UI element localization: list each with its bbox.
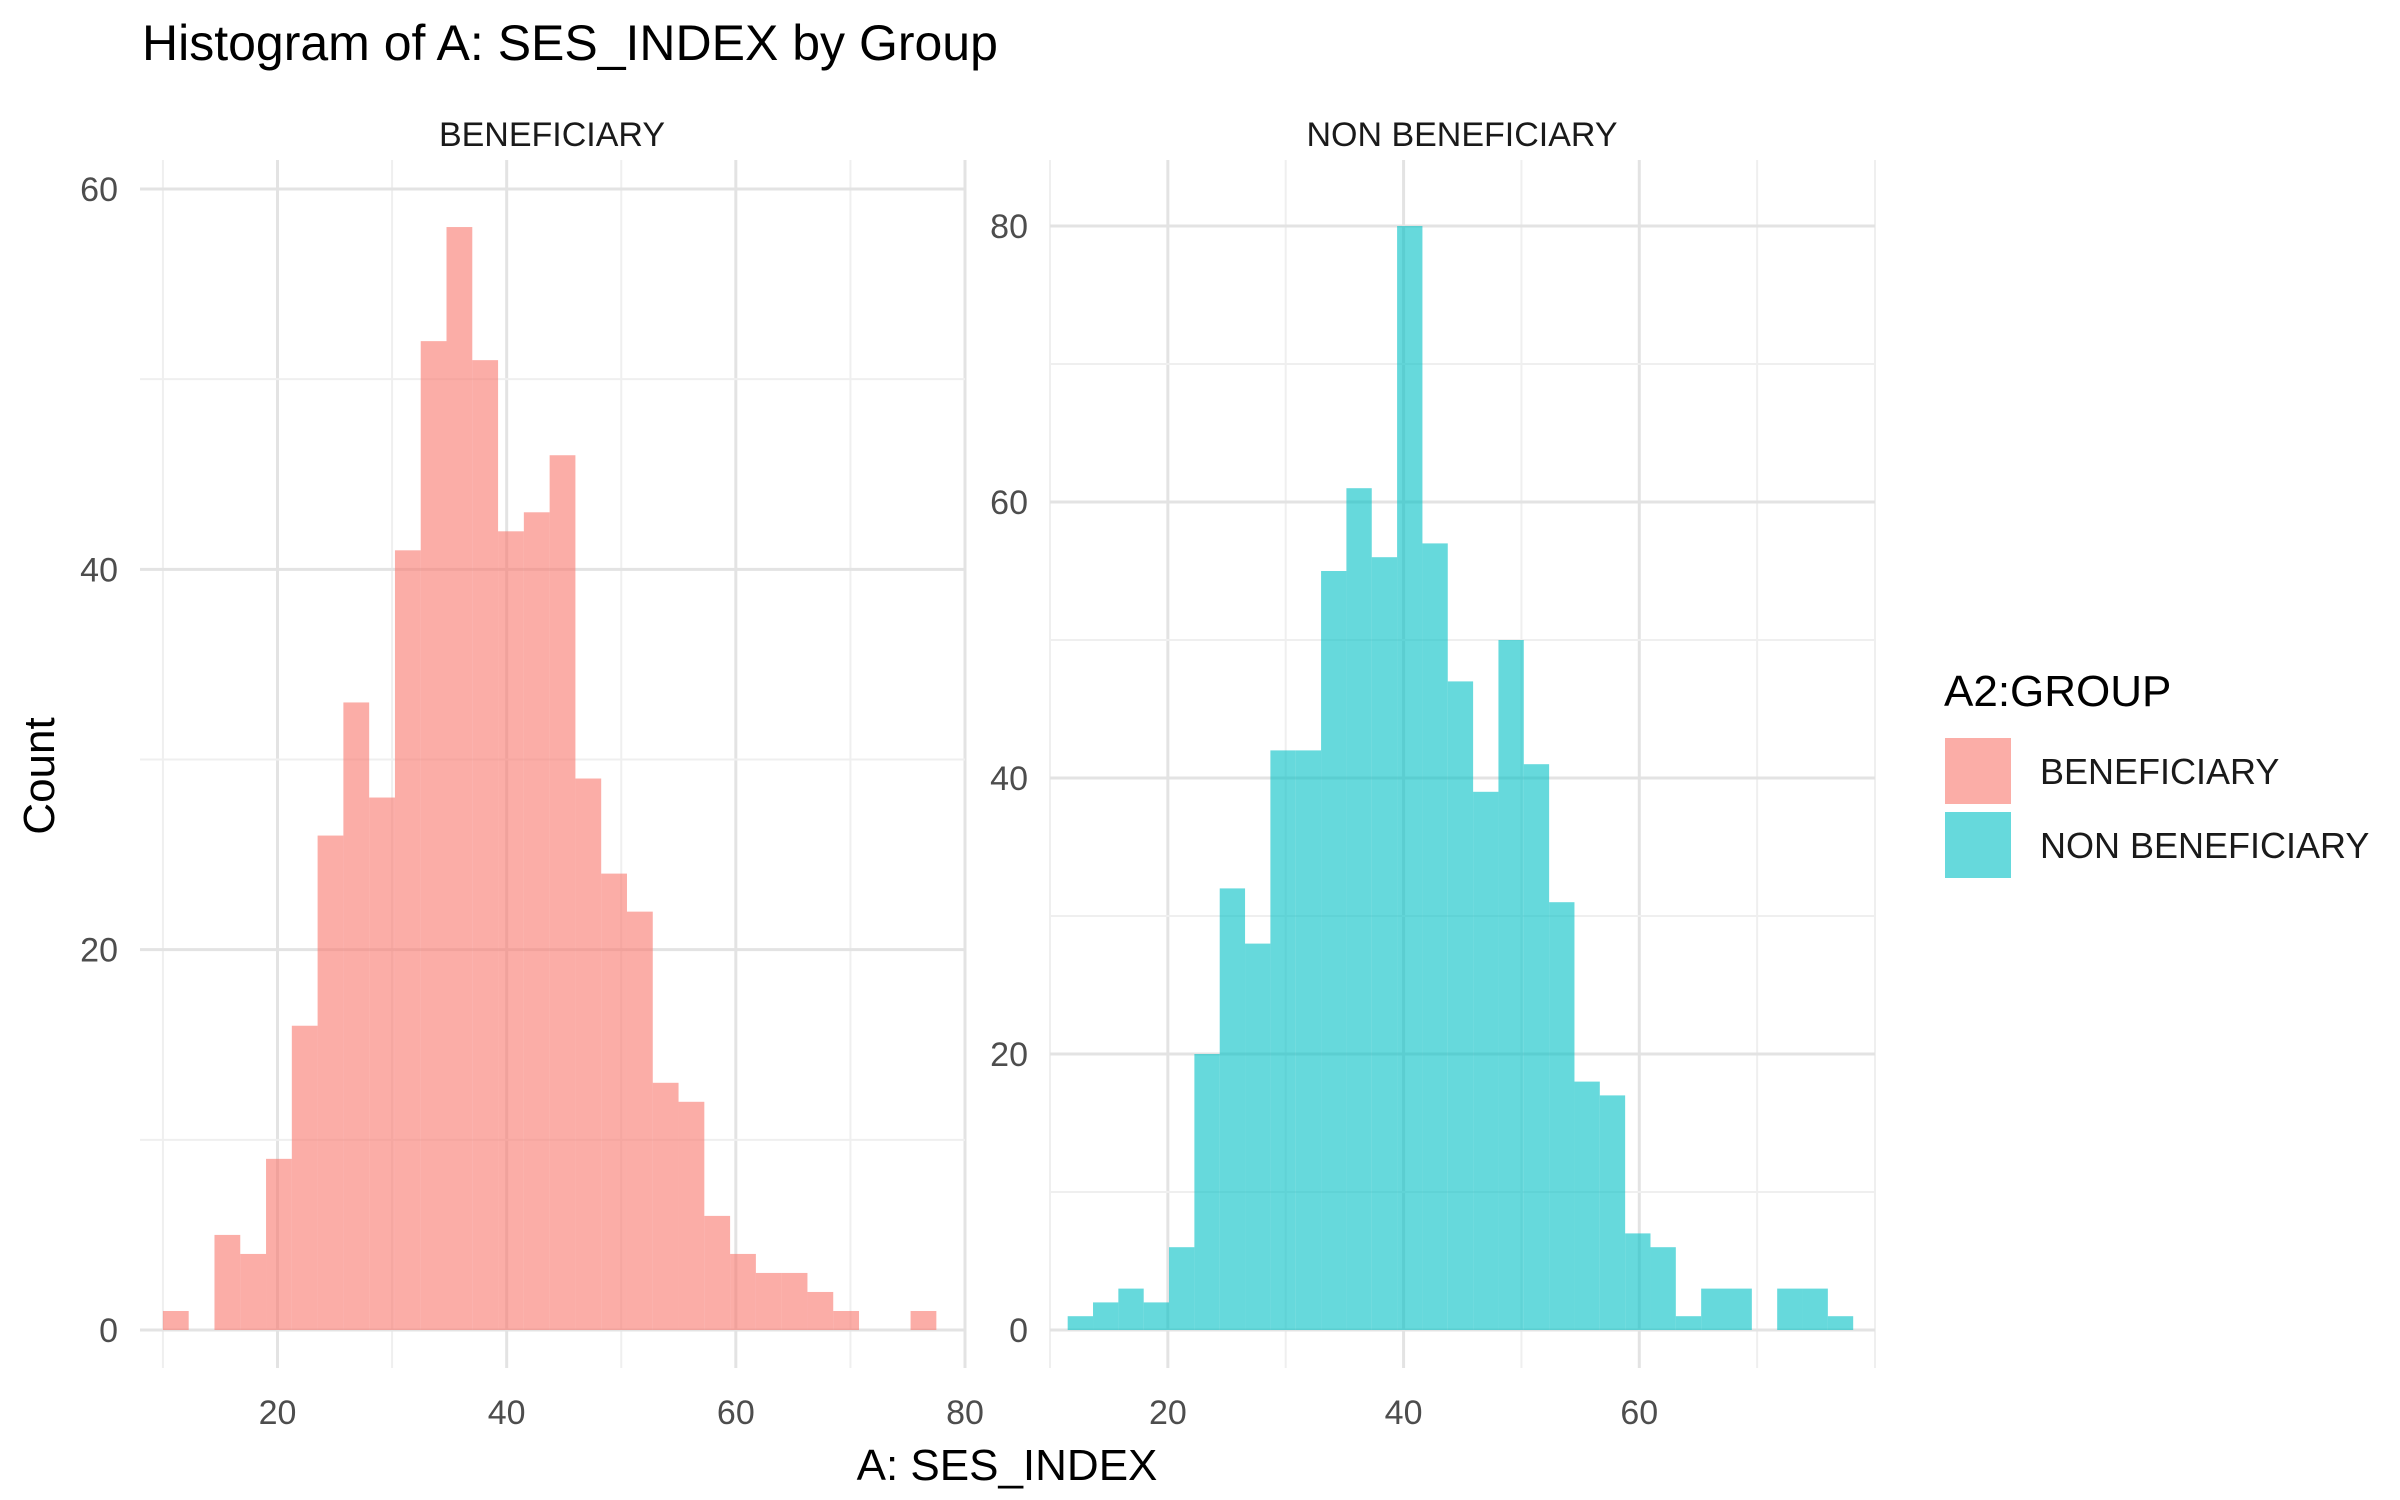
histogram-bar	[1498, 640, 1524, 1330]
histogram-bar	[1245, 943, 1271, 1330]
y-tick-label: 20	[80, 932, 118, 970]
histogram-bar	[1701, 1288, 1727, 1330]
legend-label-non-beneficiary: NON BENEFICIARY	[2040, 825, 2369, 866]
legend-key-non-beneficiary	[1945, 812, 2011, 878]
legend-key-beneficiary	[1945, 738, 2011, 804]
histogram-bar	[1802, 1288, 1828, 1330]
histogram-bar	[523, 512, 550, 1330]
histogram-bar	[162, 1310, 189, 1330]
histogram-bar	[910, 1310, 937, 1330]
panel-bars	[1067, 226, 1854, 1330]
y-tick-label: 0	[99, 1312, 118, 1350]
histogram-bar	[601, 873, 627, 1330]
histogram-bar	[1067, 1316, 1094, 1330]
chart-title: Histogram of A: SES_INDEX by Group	[142, 15, 998, 71]
y-axis-label: Count	[15, 717, 64, 834]
x-tick-label: 60	[717, 1394, 755, 1432]
histogram-bar	[1295, 750, 1322, 1330]
x-tick-label: 40	[1385, 1394, 1423, 1432]
x-tick-label: 40	[488, 1394, 526, 1432]
histogram-bar	[807, 1291, 834, 1330]
histogram-bar	[446, 227, 473, 1331]
y-tick-label: 80	[990, 208, 1028, 246]
histogram-bar	[1422, 543, 1448, 1330]
histogram-bar	[626, 911, 653, 1330]
histogram-bar	[240, 1253, 267, 1330]
histogram-bar	[575, 778, 602, 1330]
legend-title: A2:GROUP	[1944, 667, 2171, 716]
histogram-bar	[678, 1101, 705, 1330]
histogram-bar	[343, 702, 370, 1330]
histogram-bar	[1194, 1054, 1220, 1330]
histogram-bar	[781, 1272, 808, 1330]
histogram-bar	[1523, 764, 1550, 1330]
histogram-bar	[1599, 1095, 1626, 1330]
histogram-bar	[1346, 488, 1372, 1330]
histogram-bar	[1650, 1247, 1676, 1330]
histogram-bar	[1827, 1316, 1854, 1330]
panel-ticks: 20 40 60 0 20 40 60 80	[990, 208, 1658, 1432]
histogram-bar	[1447, 681, 1474, 1330]
y-tick-label: 0	[1009, 1312, 1028, 1350]
histogram-bar	[369, 797, 395, 1330]
x-tick-label: 80	[946, 1394, 984, 1432]
histogram-bar	[652, 1082, 679, 1330]
histogram-bar	[1675, 1316, 1702, 1330]
histogram-bar	[291, 1025, 318, 1330]
histogram-bar	[1143, 1302, 1170, 1330]
histogram-bar	[1093, 1302, 1119, 1330]
histogram-bar	[498, 531, 524, 1330]
histogram-bar	[1371, 557, 1398, 1330]
histogram-bar	[1397, 226, 1423, 1330]
histogram-bar	[420, 341, 447, 1331]
panel-ticks: 20 40 60 80 0 20 40 60	[80, 171, 984, 1432]
y-tick-label: 40	[990, 760, 1028, 798]
histogram-bar	[730, 1253, 756, 1330]
histogram-bar	[472, 360, 499, 1330]
legend-label-beneficiary: BENEFICIARY	[2040, 751, 2279, 792]
legend: A2:GROUP BENEFICIARY NON BENEFICIARY	[1944, 667, 2369, 878]
histogram-bar	[1549, 902, 1575, 1330]
y-tick-label: 60	[80, 171, 118, 209]
x-tick-label: 20	[259, 1394, 297, 1432]
y-tick-label: 40	[80, 551, 118, 589]
histogram-bar	[755, 1272, 782, 1330]
histogram-bar	[1473, 791, 1499, 1330]
histogram-bar	[1118, 1288, 1144, 1330]
histogram-bar	[1726, 1288, 1752, 1330]
panel-bars	[162, 227, 937, 1331]
histogram-bar	[1270, 750, 1296, 1330]
histogram-bar	[266, 1158, 292, 1330]
histogram-bar	[833, 1310, 860, 1330]
histogram-bar	[1169, 1247, 1195, 1330]
histogram-bar	[1321, 571, 1347, 1330]
x-axis-label: A: SES_INDEX	[857, 1441, 1158, 1490]
histogram-bar	[1219, 888, 1246, 1330]
histogram-bar	[1777, 1288, 1803, 1330]
histogram-bar	[394, 550, 421, 1330]
histogram-bar	[317, 835, 344, 1330]
histogram-bar	[1574, 1081, 1600, 1330]
histogram-bar	[549, 455, 576, 1330]
y-tick-label: 20	[990, 1036, 1028, 1074]
x-tick-label: 20	[1149, 1394, 1187, 1432]
histogram-bar	[1625, 1233, 1651, 1330]
y-tick-label: 60	[990, 484, 1028, 522]
histogram-bar	[704, 1215, 731, 1330]
panel-non-beneficiary: NON BENEFICIARY 20 40 60 0 20 40 60 80	[990, 116, 1876, 1432]
panel-strip-non-beneficiary: NON BENEFICIARY	[1306, 116, 1617, 154]
panel-strip-beneficiary: BENEFICIARY	[439, 116, 665, 154]
panel-beneficiary: BENEFICIARY 20 40 60 80 0 20 40 60	[80, 116, 984, 1432]
x-tick-label: 60	[1620, 1394, 1658, 1432]
histogram-bar	[214, 1234, 241, 1330]
